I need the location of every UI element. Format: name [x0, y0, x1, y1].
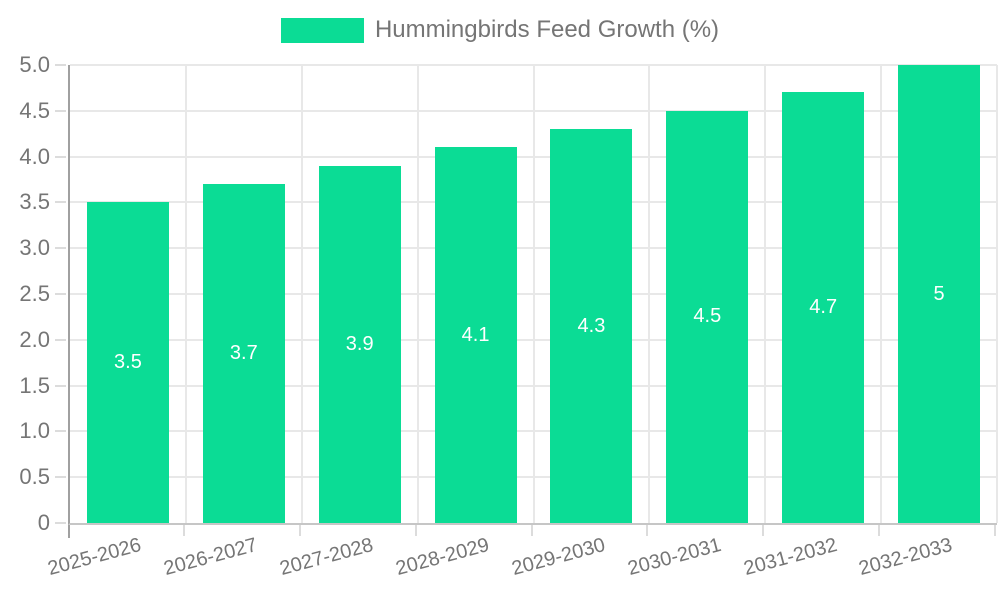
y-tick-mark	[55, 476, 66, 479]
x-gridline	[996, 65, 998, 523]
x-tick-mark	[414, 525, 417, 536]
x-tick-mark	[646, 525, 649, 536]
bar-2029-2030: 4.3	[550, 129, 633, 523]
y-axis-extension	[68, 525, 70, 538]
bar-value-label: 3.5	[114, 351, 142, 374]
bar-value-label: 3.7	[229, 342, 258, 365]
bar-2030-2031: 4.5	[666, 110, 749, 523]
y-axis-label: 0.5	[19, 464, 50, 490]
y-tick-mark	[55, 430, 66, 433]
x-tick-mark	[994, 525, 996, 536]
y-axis-label: 4.0	[19, 143, 50, 169]
legend-swatch-icon	[280, 17, 364, 43]
bar-2032-2033: 5	[898, 65, 981, 523]
y-tick-mark	[55, 338, 66, 341]
x-tick-mark	[298, 525, 301, 536]
y-tick-mark	[55, 109, 66, 112]
bar-2028-2029: 4.1	[434, 147, 517, 523]
x-gridline	[532, 65, 535, 523]
y-tick-mark	[55, 64, 66, 66]
x-gridline	[416, 65, 419, 523]
x-tick-mark	[762, 525, 765, 536]
y-axis-label: 2.5	[19, 281, 50, 306]
bar-value-label: 3.9	[345, 332, 374, 355]
bar-value-label: 4.7	[809, 296, 838, 319]
y-axis-label: 1.0	[19, 418, 50, 444]
x-gridline	[648, 65, 651, 523]
y-axis-label: 3.5	[19, 189, 50, 215]
bar-value-label: 4.3	[577, 314, 606, 337]
y-axis-label: 2.0	[19, 326, 50, 352]
x-tick-mark	[530, 525, 533, 536]
x-axis-label: 2025-2026	[45, 533, 144, 580]
x-axis-label: 2027-2028	[277, 533, 376, 580]
y-axis-label: 5.0	[19, 52, 50, 77]
y-tick-mark	[55, 384, 66, 387]
x-axis-label: 2028-2029	[393, 533, 492, 580]
y-axis-label: 4.5	[19, 97, 50, 123]
plot-area: 3.5 3.7 3.9 4.1 4.3 4.5 4.7 5	[68, 64, 998, 525]
bar-value-label: 4.1	[461, 323, 490, 346]
x-axis-label: 2030-2031	[625, 533, 724, 580]
x-gridline	[880, 65, 883, 523]
chart-legend[interactable]: Hummingbirds Feed Growth (%)	[0, 16, 1000, 44]
bar-2027-2028: 3.9	[318, 165, 401, 523]
y-tick-mark	[55, 247, 66, 250]
bar-2025-2026: 3.5	[86, 202, 169, 523]
x-gridline	[300, 65, 303, 523]
bar-2031-2032: 4.7	[782, 92, 865, 523]
legend-label: Hummingbirds Feed Growth (%)	[374, 16, 720, 43]
bar-2026-2027: 3.7	[202, 184, 285, 523]
y-axis-label: 1.5	[19, 372, 50, 398]
x-axis-label: 2031-2032	[741, 533, 840, 580]
x-gridline	[764, 65, 767, 523]
x-tick-mark	[878, 525, 881, 536]
y-tick-mark	[55, 522, 66, 524]
y-tick-mark	[55, 155, 66, 158]
bar-value-label: 4.5	[693, 305, 722, 328]
bar-value-label: 5	[933, 282, 945, 305]
x-gridline	[184, 65, 187, 523]
y-axis-label: 0	[37, 510, 50, 535]
x-axis-label: 2029-2030	[509, 533, 608, 580]
y-axis-label: 3.0	[19, 235, 50, 261]
x-tick-mark	[182, 525, 185, 536]
y-tick-mark	[55, 293, 66, 295]
x-axis-label: 2032-2033	[856, 533, 956, 580]
x-axis-label: 2026-2027	[161, 533, 260, 580]
y-tick-mark	[55, 201, 66, 204]
